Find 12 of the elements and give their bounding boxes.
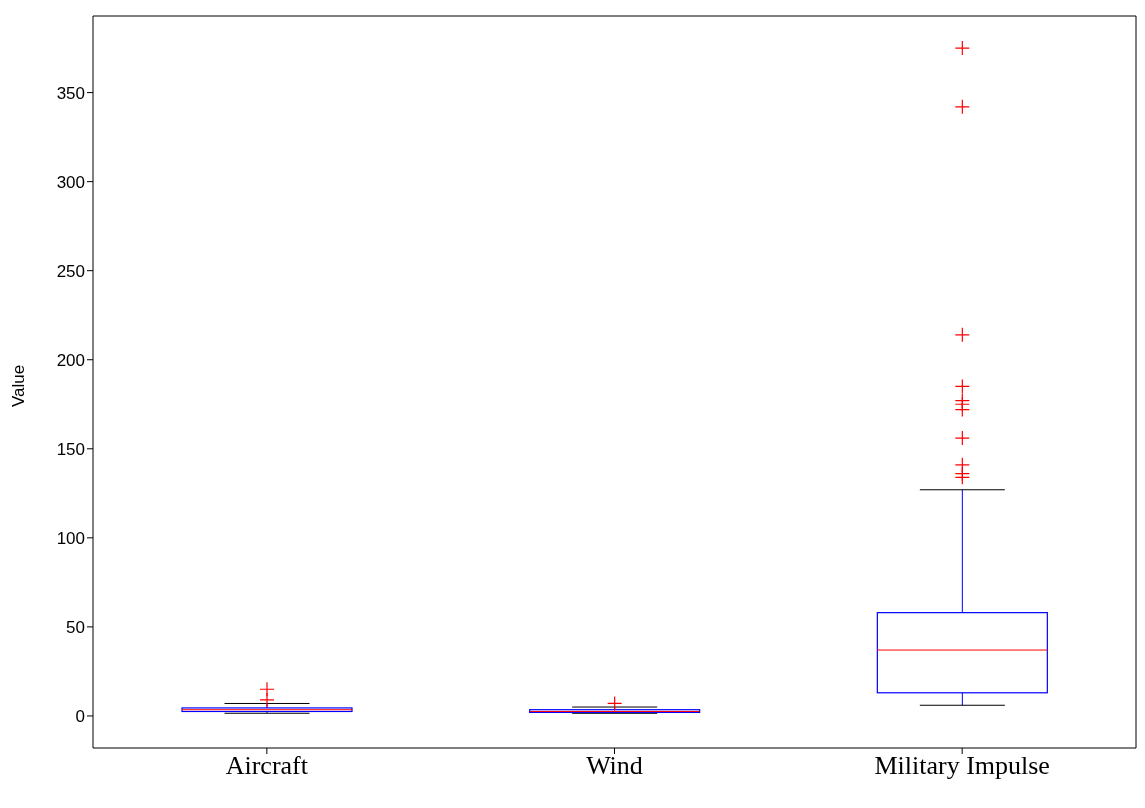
x-tick-label: Wind	[586, 751, 643, 781]
y-tick-label: 350	[56, 83, 85, 103]
y-tick-label: 200	[56, 350, 85, 370]
y-axis-title: Value	[9, 364, 29, 407]
y-tick-label: 150	[56, 439, 85, 459]
y-tick-label: 0	[75, 706, 85, 726]
y-tick-label: 50	[66, 617, 85, 637]
x-tick-label: Military Impulse	[874, 751, 1050, 781]
y-tick-label: 300	[56, 172, 85, 192]
x-tick-label: Aircraft	[225, 751, 309, 781]
y-tick-label: 100	[56, 528, 85, 548]
y-tick-label: 250	[56, 261, 85, 281]
